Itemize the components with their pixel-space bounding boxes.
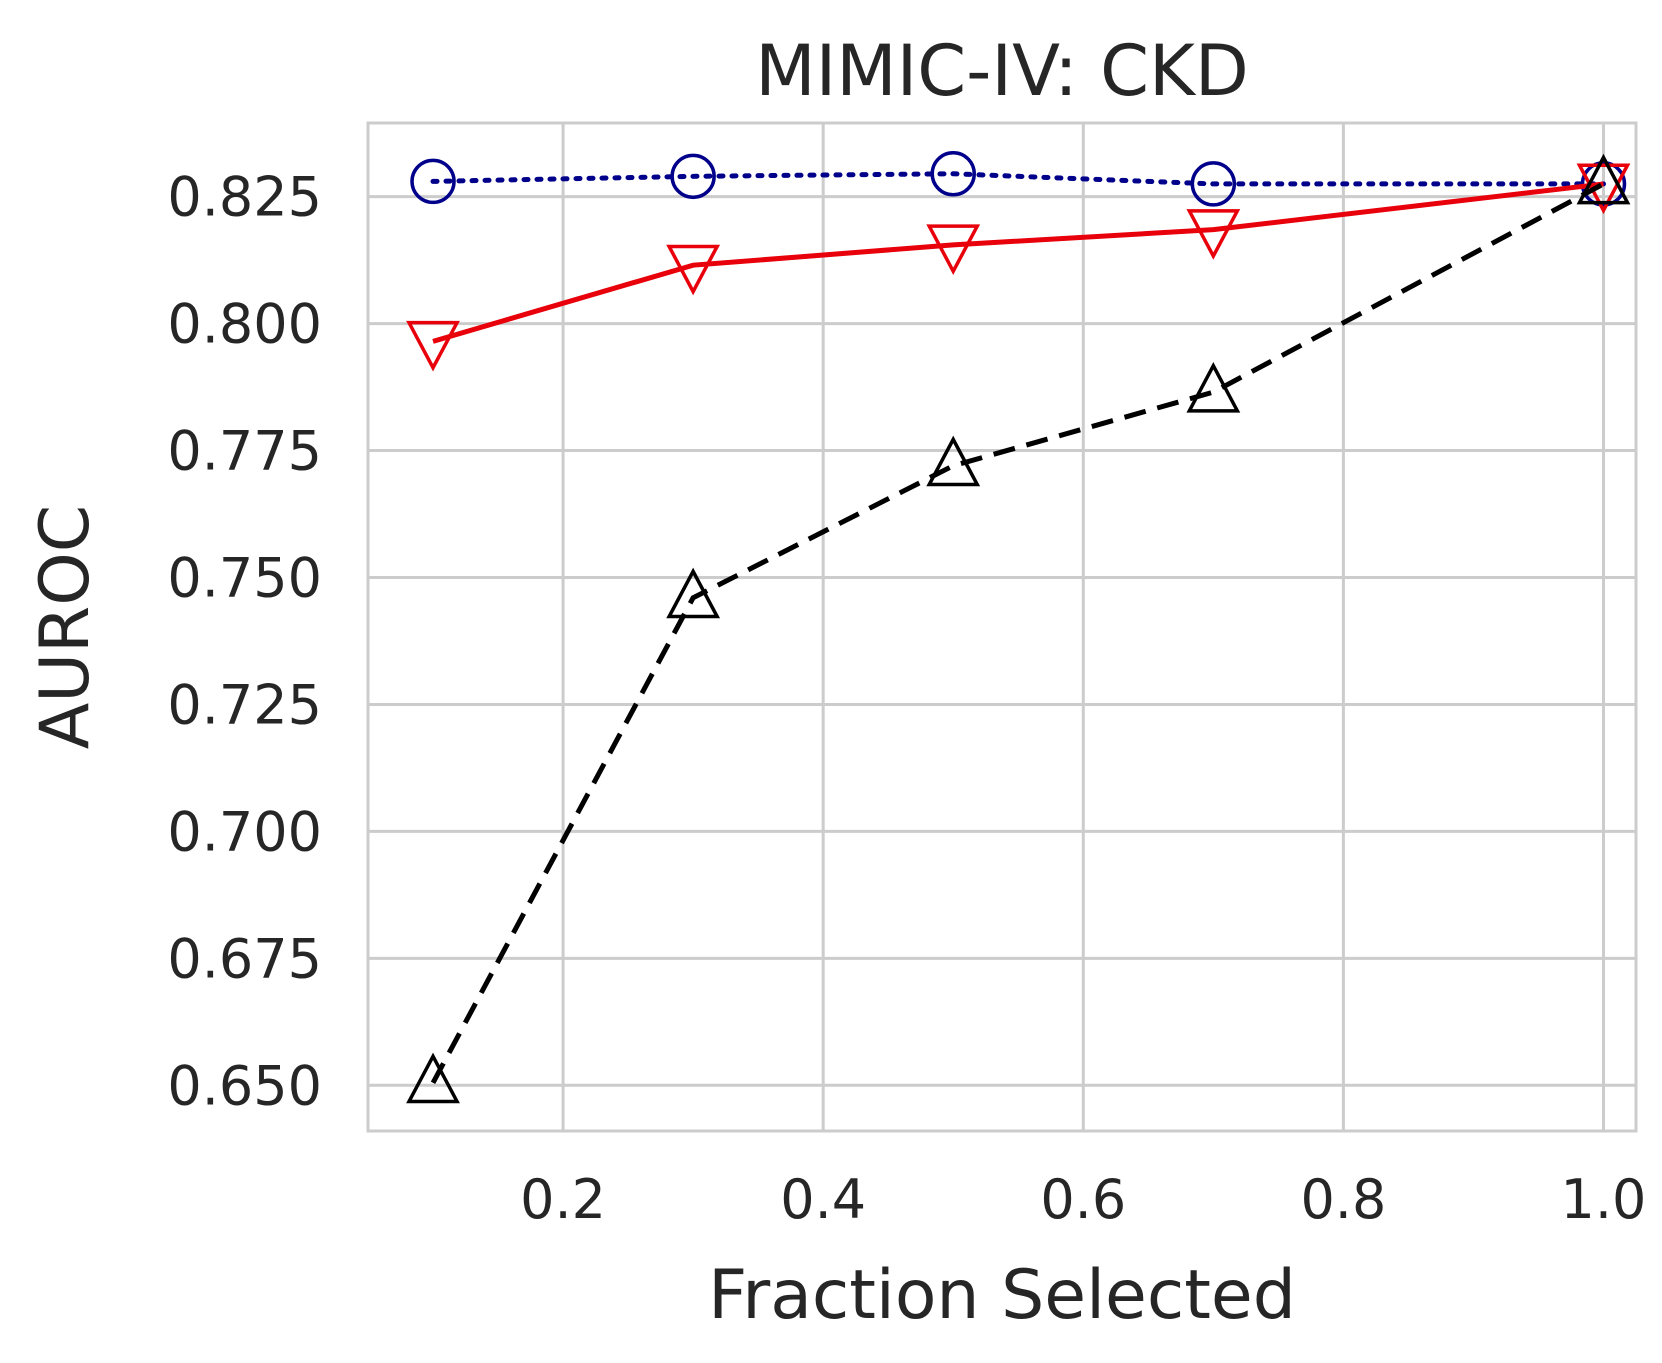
x-tick-label: 0.6 bbox=[1040, 1168, 1126, 1231]
series-line bbox=[430, 171, 1606, 187]
y-tick-label: 0.675 bbox=[167, 927, 322, 990]
series-0 bbox=[410, 151, 1627, 207]
series-2 bbox=[406, 153, 1631, 1104]
triangle-down-marker bbox=[406, 320, 460, 372]
x-tick-label: 0.8 bbox=[1300, 1168, 1386, 1231]
y-axis-label: AUROC bbox=[26, 505, 105, 750]
x-axis-label: Fraction Selected bbox=[708, 1256, 1296, 1335]
x-tick-label: 0.2 bbox=[520, 1168, 606, 1231]
circle-marker bbox=[1190, 161, 1237, 207]
series-1 bbox=[406, 163, 1631, 372]
triangle-down-marker bbox=[666, 244, 721, 296]
y-tick-label: 0.700 bbox=[167, 800, 322, 863]
x-tick-label: 1.0 bbox=[1561, 1168, 1647, 1231]
y-tick-label: 0.825 bbox=[167, 166, 322, 229]
y-tick-label: 0.775 bbox=[167, 420, 322, 483]
triangle-up-marker bbox=[926, 435, 981, 487]
grid bbox=[368, 123, 1636, 1131]
series-line bbox=[432, 181, 1604, 344]
circle-marker bbox=[930, 151, 976, 197]
triangle-down-marker bbox=[926, 224, 981, 276]
triangle-down-marker bbox=[1186, 209, 1241, 260]
y-tick-label: 0.725 bbox=[167, 673, 322, 736]
plot-background bbox=[368, 123, 1636, 1131]
plot-frame bbox=[366, 121, 1638, 1133]
circle-marker bbox=[410, 158, 456, 205]
y-tick-label: 0.800 bbox=[167, 293, 322, 356]
y-tick-label: 0.650 bbox=[167, 1054, 322, 1117]
triangle-up-marker bbox=[406, 1052, 460, 1104]
tick-layer: 0.2 0.4 0.6 0.8 1.0 0.650 0.675 0.700 0.725 0.750… bbox=[167, 166, 1646, 1231]
triangle-up-marker bbox=[1186, 362, 1241, 413]
series-line bbox=[430, 181, 1605, 1084]
triangle-up-marker bbox=[666, 567, 721, 619]
circle-marker bbox=[670, 153, 716, 200]
y-tick-label: 0.750 bbox=[167, 546, 322, 609]
series-layer bbox=[406, 151, 1631, 1104]
chart-title: MIMIC-IV: CKD bbox=[755, 30, 1249, 112]
x-tick-label: 0.4 bbox=[780, 1168, 866, 1231]
triangle-up-marker bbox=[1576, 153, 1631, 205]
